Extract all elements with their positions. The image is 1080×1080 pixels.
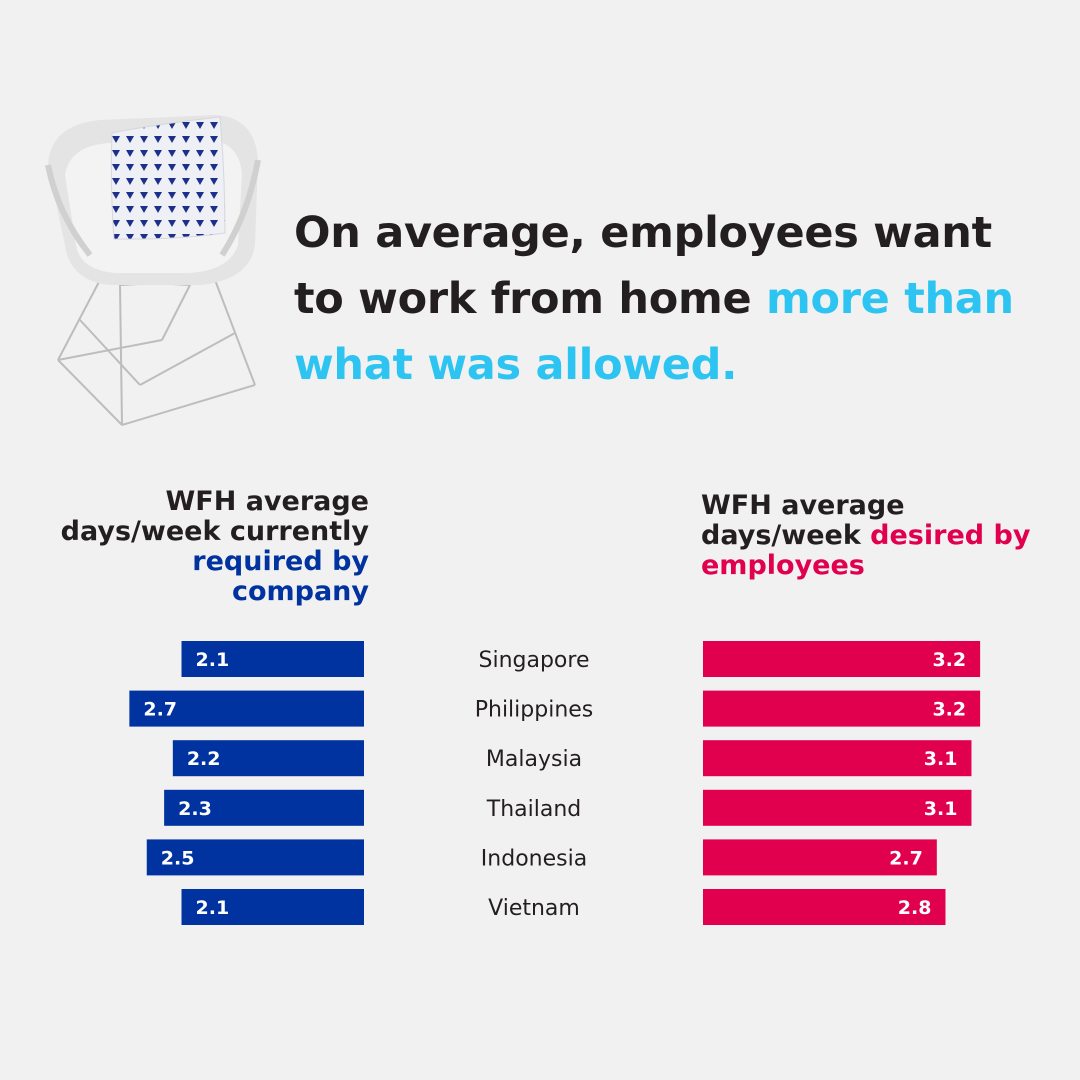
country-label: Singapore bbox=[479, 648, 590, 673]
required-bars: 2.1 2.7 2.2 2.3 2.5 2.1 bbox=[129, 641, 364, 925]
required-value-label: 2.2 bbox=[187, 748, 221, 770]
headline-text: On average, employees want to work from … bbox=[294, 208, 992, 324]
desired-bar-singapore bbox=[703, 641, 981, 677]
required-value-label: 2.1 bbox=[196, 897, 230, 919]
country-labels: Singapore Philippines Malaysia Thailand Indo… bbox=[475, 648, 594, 921]
desired-value-label: 3.2 bbox=[932, 649, 966, 671]
headline: On average, employees want to work from … bbox=[294, 200, 1054, 398]
desired-bar-philippines bbox=[703, 690, 981, 727]
country-label: Indonesia bbox=[481, 846, 587, 871]
desired-panel-title: WFH average days/week desired by employe… bbox=[701, 491, 1031, 581]
required-value-label: 2.3 bbox=[178, 798, 212, 820]
desired-value-label: 3.2 bbox=[932, 699, 966, 721]
required-title-accent: required by company bbox=[192, 546, 369, 607]
required-bar-thailand bbox=[164, 789, 364, 826]
desired-bar-vietnam bbox=[703, 889, 946, 925]
country-label: Thailand bbox=[486, 797, 581, 822]
desired-bar-indonesia bbox=[703, 839, 937, 876]
required-bar-indonesia bbox=[146, 839, 364, 876]
desired-value-label: 2.8 bbox=[898, 897, 932, 919]
headline-highlight: more than what was allowed. bbox=[294, 274, 1014, 390]
country-label: Malaysia bbox=[486, 747, 582, 772]
desired-title-plain: WFH average days/week bbox=[701, 490, 905, 551]
required-value-label: 2.1 bbox=[196, 649, 230, 671]
chair-with-pillow-image bbox=[45, 115, 261, 426]
required-title-plain: WFH average days/week currently bbox=[60, 486, 369, 547]
desired-value-label: 3.1 bbox=[924, 798, 958, 820]
country-label: Philippines bbox=[475, 698, 594, 723]
required-value-label: 2.7 bbox=[143, 699, 177, 721]
required-bar-philippines bbox=[129, 690, 364, 727]
desired-bar-malaysia bbox=[703, 740, 972, 777]
desired-bars: 3.2 3.2 3.1 3.1 2.7 2.8 bbox=[703, 641, 981, 925]
desired-title-accent: desired by employees bbox=[701, 520, 1031, 581]
required-bar-singapore bbox=[181, 641, 364, 677]
required-bar-malaysia bbox=[172, 740, 364, 777]
desired-value-label: 3.1 bbox=[924, 748, 958, 770]
desired-bar-thailand bbox=[703, 789, 972, 826]
desired-value-label: 2.7 bbox=[889, 847, 923, 869]
required-panel-title: WFH average days/week currently required… bbox=[60, 487, 369, 607]
required-bar-vietnam bbox=[181, 889, 364, 925]
country-label: Vietnam bbox=[488, 896, 580, 921]
required-value-label: 2.5 bbox=[161, 847, 195, 869]
